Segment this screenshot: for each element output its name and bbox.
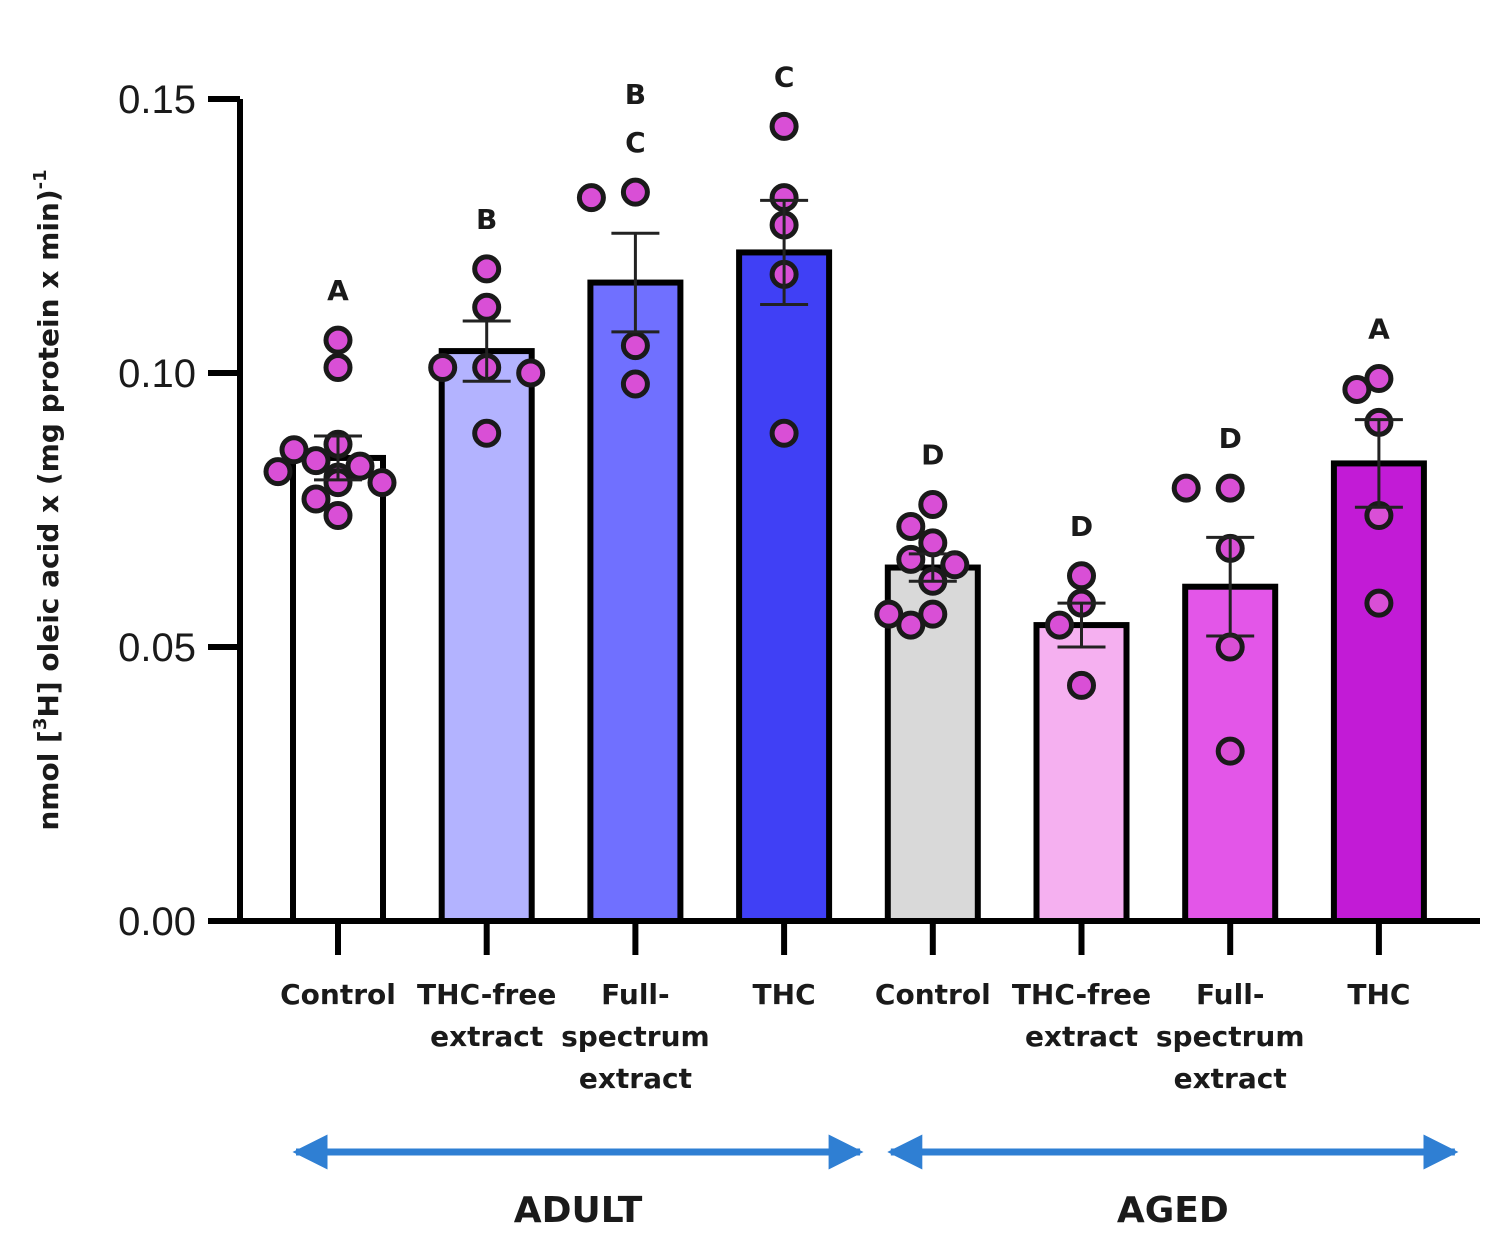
data-point xyxy=(1067,670,1096,700)
y-axis-title-part: H] oleic acid x (mg protein x min) xyxy=(32,189,65,717)
data-point xyxy=(918,528,948,558)
data-point xyxy=(896,610,926,640)
data-point xyxy=(1215,736,1245,766)
data-point xyxy=(263,457,293,487)
y-tick-label: 0.00 xyxy=(118,900,196,944)
significance-letter: A xyxy=(327,274,349,307)
error-bars xyxy=(314,198,1403,649)
y-axis-title-superscript: 3 xyxy=(30,718,51,731)
data-point xyxy=(472,418,502,448)
data-point xyxy=(1364,363,1394,393)
x-axis xyxy=(208,918,1480,955)
data-point xyxy=(940,550,970,580)
category-label: Control xyxy=(875,978,991,1011)
category-label: extract xyxy=(1025,1020,1138,1053)
data-point xyxy=(896,511,926,541)
significance-letter: D xyxy=(1219,422,1242,455)
y-tick-label: 0.10 xyxy=(118,352,196,396)
data-point xyxy=(323,353,353,383)
data-point xyxy=(918,599,948,629)
bar xyxy=(1330,460,1427,924)
category-label: spectrum xyxy=(1156,1020,1305,1053)
data-point xyxy=(472,254,502,284)
data-point xyxy=(1171,473,1201,503)
bars xyxy=(290,249,1427,925)
category-label: extract xyxy=(579,1062,692,1095)
group-arrows: ADULT AGED xyxy=(292,1134,1459,1231)
data-point xyxy=(472,292,502,322)
y-axis-title-part: nmol [ xyxy=(32,730,65,831)
category-label: extract xyxy=(1174,1062,1287,1095)
y-tick-label: 0.05 xyxy=(118,626,196,670)
data-point xyxy=(345,451,375,481)
data-point xyxy=(620,331,650,361)
data-point xyxy=(769,111,799,141)
y-axis-title: nmol [3H] oleic acid x (mg protein x min… xyxy=(30,169,65,830)
data-point xyxy=(323,500,353,530)
data-point xyxy=(1067,561,1096,591)
data-point xyxy=(1045,610,1074,640)
data-point xyxy=(323,325,353,355)
significance-letter: D xyxy=(1070,510,1093,543)
data-point xyxy=(620,177,650,207)
category-label: spectrum xyxy=(561,1020,710,1053)
y-tick-label: 0.15 xyxy=(118,78,196,122)
data-point xyxy=(918,490,948,520)
significance-letter: D xyxy=(921,439,944,472)
category-label: THC-free xyxy=(417,978,556,1011)
data-point xyxy=(1215,473,1245,503)
data-point xyxy=(896,544,926,574)
data-point xyxy=(1364,588,1394,618)
significance-letter: B xyxy=(625,78,646,111)
category-label: Control xyxy=(280,978,396,1011)
y-axis-title-superscript: -1 xyxy=(30,169,51,189)
category-label: extract xyxy=(430,1020,543,1053)
category-labels: Control THC-free extract Full-spectrum extra… xyxy=(280,978,1410,1095)
bar xyxy=(736,249,833,924)
group-label: AGED xyxy=(1117,1190,1229,1231)
data-point xyxy=(279,435,309,465)
data-point xyxy=(428,353,458,383)
bar xyxy=(1033,622,1130,925)
data-point xyxy=(1342,374,1372,404)
data-point xyxy=(769,418,799,448)
significance-letter: B xyxy=(476,203,497,236)
data-point xyxy=(1215,632,1245,662)
category-label: Full- xyxy=(601,978,669,1011)
category-label: THC-free xyxy=(1012,978,1151,1011)
y-axis: 0.00 0.05 0.10 0.15 xyxy=(118,78,243,944)
significance-letter: C xyxy=(625,126,646,159)
data-point xyxy=(576,183,606,213)
category-label: Full- xyxy=(1196,978,1264,1011)
data-point xyxy=(516,358,546,388)
data-point xyxy=(301,484,331,514)
category-label: THC xyxy=(1347,978,1410,1011)
group-label: ADULT xyxy=(514,1190,643,1231)
category-label: THC xyxy=(753,978,816,1011)
bar xyxy=(290,454,386,924)
significance-letter: C xyxy=(774,60,795,93)
data-point xyxy=(874,599,904,629)
data-point xyxy=(367,468,397,498)
significance-letter: A xyxy=(1368,312,1390,345)
data-point xyxy=(620,369,650,399)
data-point xyxy=(301,446,331,476)
